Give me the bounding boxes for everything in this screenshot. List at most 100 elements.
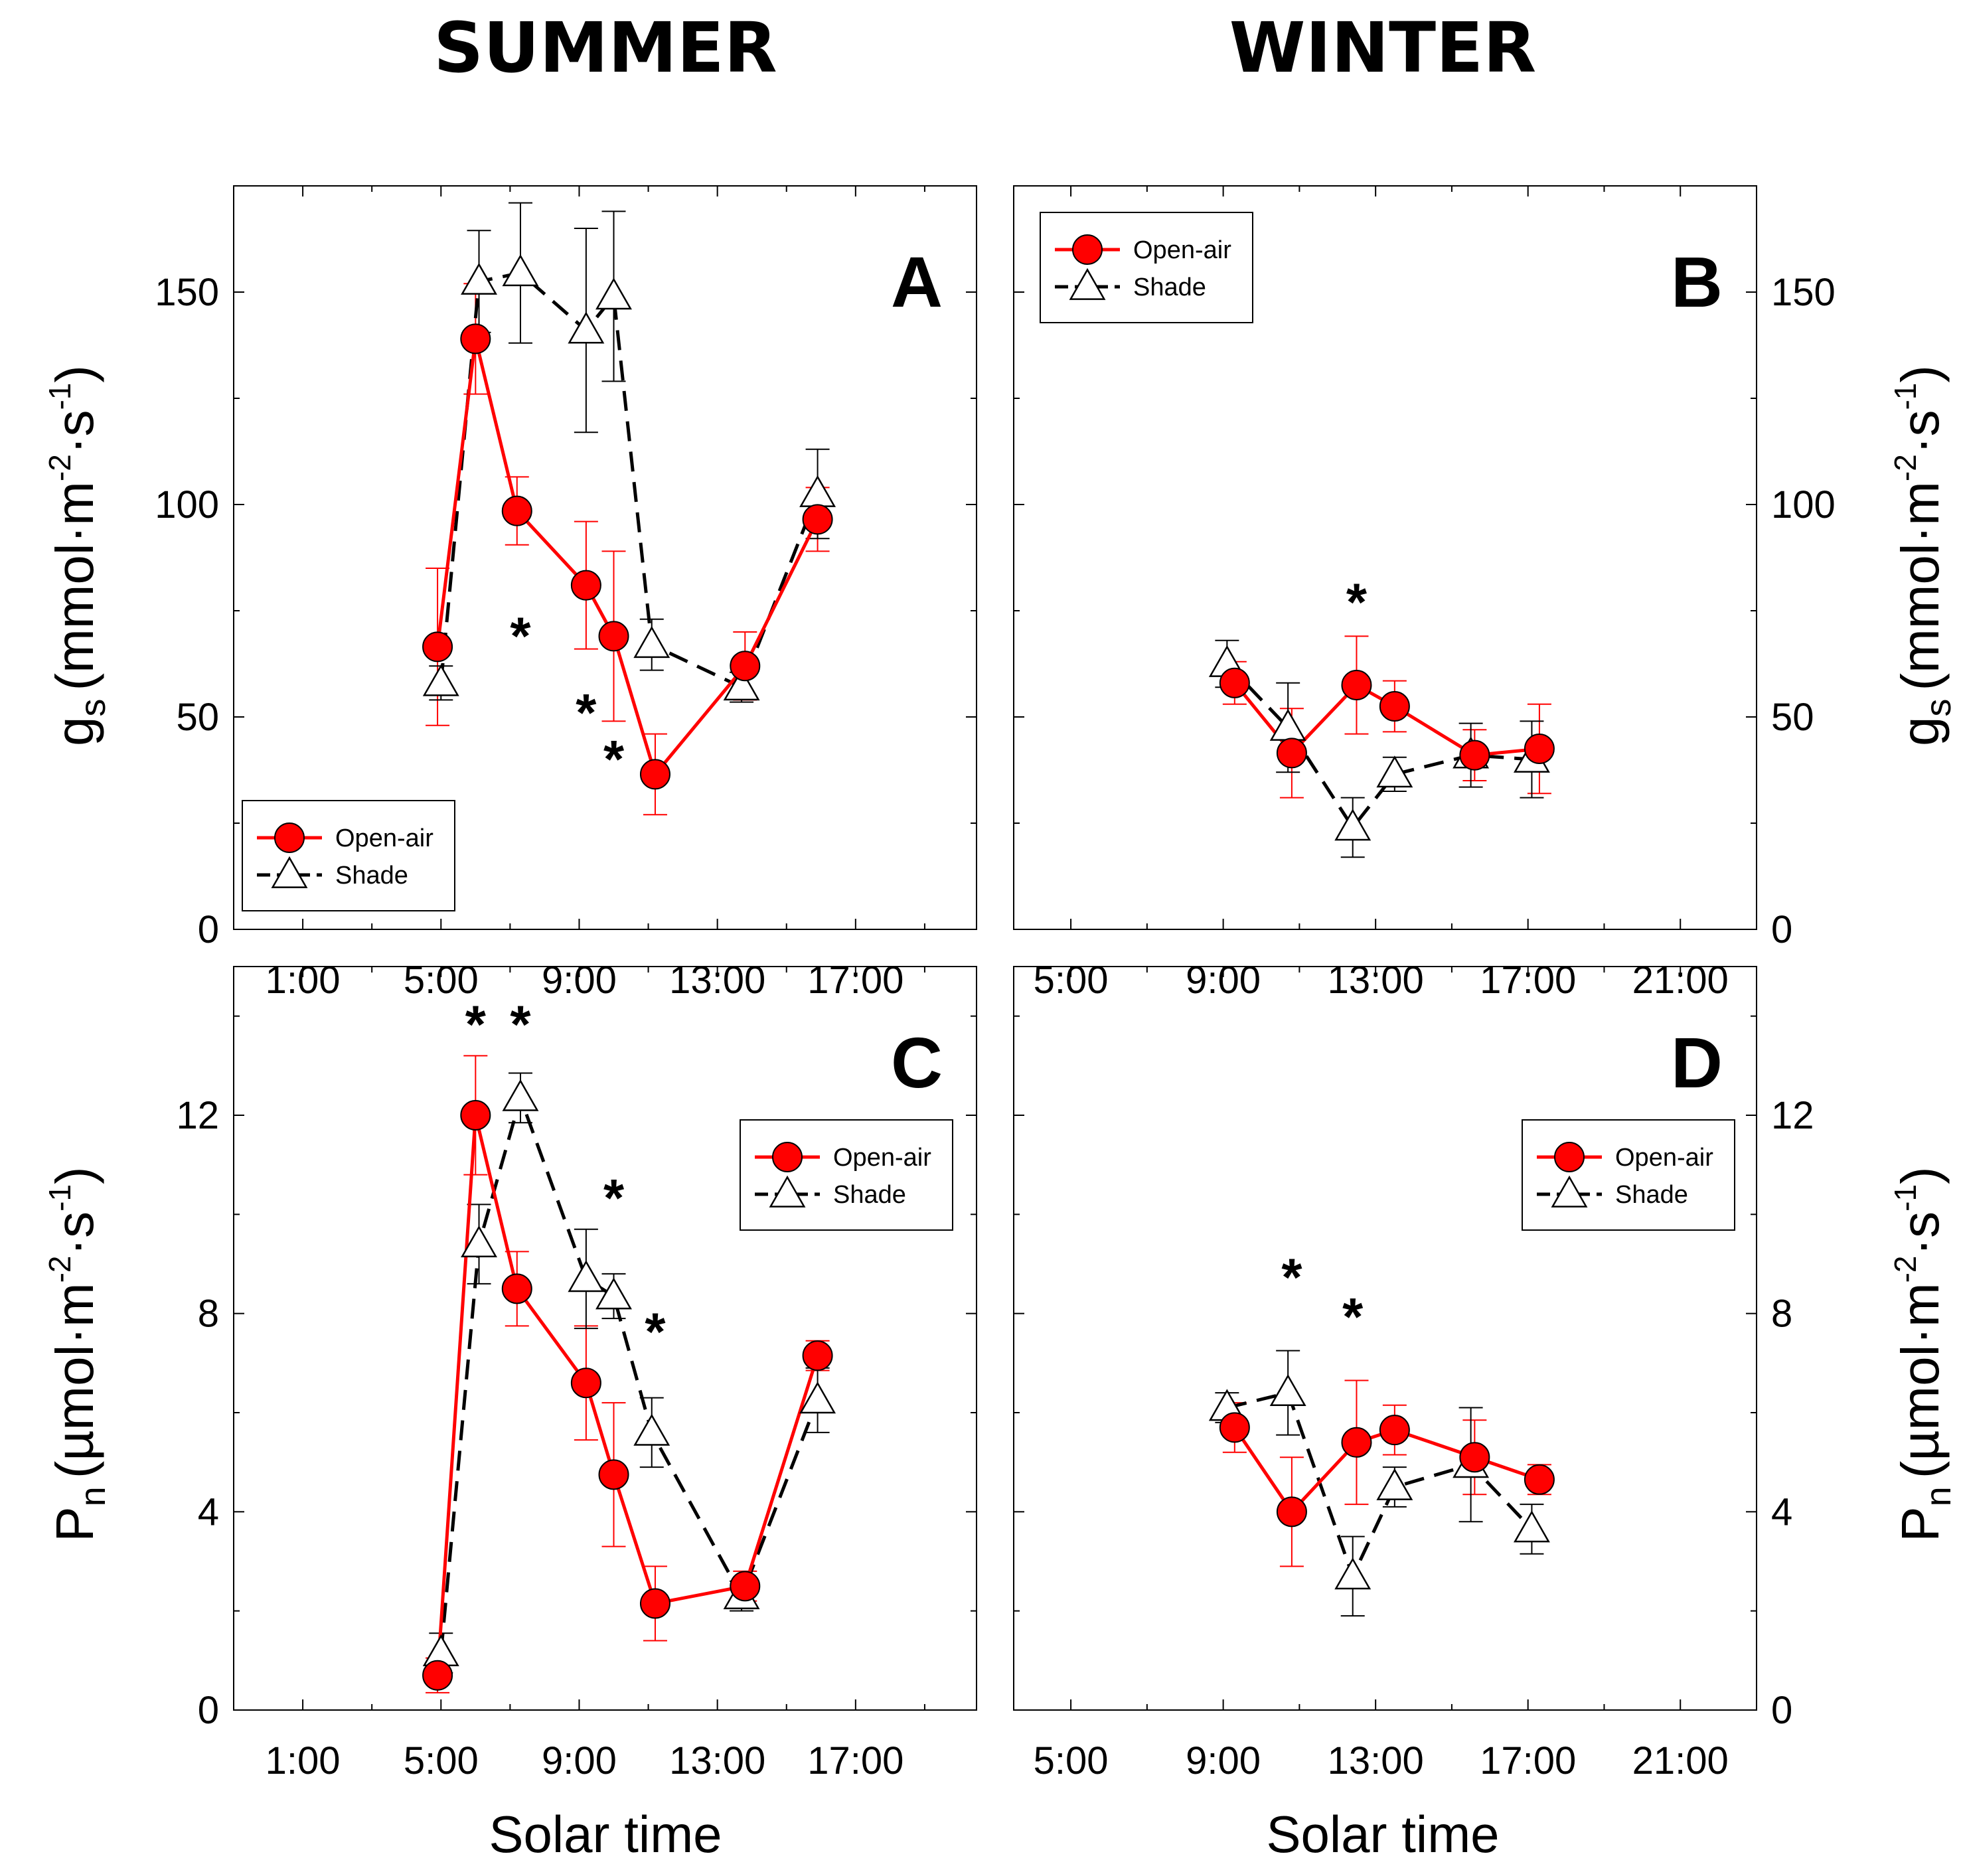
open-air-point (501, 495, 532, 526)
open-air-point (460, 1100, 491, 1131)
ylabel-part: (mmol·m (45, 481, 104, 690)
legend-box (1040, 212, 1253, 323)
legend-shade-label: Shade (1133, 274, 1206, 301)
shade-point (568, 311, 605, 344)
svg-text:gs(mmol·m-2·s-1): gs (mmol·m-2·s-1) (42, 365, 113, 746)
shade-point (1334, 1557, 1372, 1590)
x-tick-label: 13:00 (1328, 1739, 1424, 1782)
panel-letter: B (1671, 242, 1723, 322)
open-air-point (460, 323, 491, 354)
significance-star: * (1281, 1247, 1302, 1306)
x-tick-label: 13:00 (669, 959, 765, 1002)
x-tick-label: 1:00 (266, 1739, 341, 1782)
y-tick-label: 150 (1771, 271, 1836, 314)
legend-shade-label: Shade (335, 862, 408, 890)
ylabel-part: -1 (42, 1184, 77, 1212)
panel-frame (233, 185, 977, 930)
ylabel-part: -1 (1888, 383, 1923, 410)
y-tick-label: 0 (1771, 1689, 1792, 1732)
shade-point (1334, 809, 1372, 841)
open-air-point (598, 1459, 629, 1490)
ylabel-part: ·s (1891, 1212, 1950, 1256)
ylabel-part: P (1891, 1506, 1950, 1541)
y-tick-label: 50 (176, 696, 219, 739)
open-air-point (730, 1571, 761, 1602)
legend: Open-air Shade (1522, 1119, 1735, 1231)
open-air-point (570, 570, 601, 601)
ylabel-part: -1 (1888, 1184, 1923, 1212)
shade-point (723, 668, 760, 701)
shade-point (595, 277, 632, 310)
open-air-point (1379, 691, 1410, 722)
legend-box (242, 800, 455, 911)
legend-box (1522, 1119, 1735, 1231)
significance-star: * (645, 1302, 666, 1362)
ylabel-part: (µmol·m (1891, 1283, 1950, 1478)
x-axis-label-left: Solar time (489, 1805, 722, 1863)
panel-d: 5:00 9:00 13:00 17:00 21:00 0 4 8 12 D * * Open-air S… (1013, 966, 1814, 1782)
y-tick-label: 0 (198, 908, 219, 951)
x-tick-label: 5:00 (404, 959, 479, 1002)
open-air-point (1341, 670, 1372, 700)
ylabel-part: ·s (45, 1212, 104, 1256)
open-air-point (501, 1273, 532, 1304)
shade-point (461, 1225, 497, 1258)
legend: Open-air Shade (242, 800, 455, 911)
open-air-series-line (435, 338, 819, 778)
y-tick-label: 4 (198, 1490, 219, 1533)
x-tick-label: 17:00 (1480, 959, 1576, 1002)
significance-star: * (1346, 572, 1368, 631)
panel-letter: A (891, 242, 943, 322)
shade-point (1376, 755, 1413, 788)
winter-title: WINTER (1229, 7, 1537, 88)
ylabel-part: n (73, 1486, 113, 1506)
open-air-point (1276, 738, 1307, 769)
ylabel-part: g (45, 717, 104, 747)
legend: Open-air Shade (1040, 212, 1253, 323)
y-tick-label: 4 (1771, 1490, 1792, 1533)
x-tick-label: 5:00 (404, 1739, 479, 1782)
shade-point (1513, 1510, 1550, 1543)
shade-point (1376, 1468, 1413, 1500)
x-tick-label: 9:00 (1186, 959, 1261, 1002)
shade-point (799, 1381, 836, 1414)
ylabel-part: g (1891, 717, 1950, 747)
significance-star: * (465, 995, 487, 1054)
shade-point (502, 1079, 539, 1111)
ylabel-part: ) (45, 365, 104, 383)
shade-series-line (1226, 1391, 1533, 1581)
panel-letter: D (1671, 1022, 1723, 1103)
panel-b: 5:00 9:00 13:00 17:00 21:00 0 50 100 150 B * Open-a… (1013, 185, 1836, 1002)
open-air-point (1459, 740, 1490, 771)
panel-frame (233, 966, 977, 1711)
significance-star: * (603, 730, 625, 789)
ylabel-part: s (73, 699, 113, 717)
shade-point (502, 254, 539, 287)
legend-open-air-marker (274, 822, 305, 853)
ylabel-part: P (45, 1506, 104, 1541)
x-tick-label: 21:00 (1632, 1739, 1729, 1782)
x-tick-label: 5:00 (1034, 959, 1109, 1002)
significance-star: * (603, 1168, 625, 1227)
open-air-point (1341, 1427, 1372, 1458)
legend-shade-marker (769, 1175, 806, 1208)
legend-open-air-marker (772, 1142, 803, 1172)
x-tick-label: 13:00 (669, 1739, 765, 1782)
shade-point (422, 664, 459, 696)
summer-title: SUMMER (433, 7, 777, 88)
open-air-point (1524, 734, 1555, 764)
open-air-point (639, 1588, 670, 1619)
significance-star: * (510, 995, 531, 1054)
legend-open-air-marker (1072, 234, 1103, 265)
open-air-point (639, 759, 670, 790)
y-tick-label: 12 (176, 1094, 219, 1137)
panel-c: 1:00 5:00 9:00 13:00 17:00 0 4 8 12 C * * * * Open-air… (176, 966, 977, 1782)
significance-star: * (576, 683, 597, 742)
x-tick-label: 13:00 (1328, 959, 1424, 1002)
legend-open-air-label: Open-air (1615, 1144, 1713, 1172)
panel-frame (1013, 966, 1757, 1711)
x-tick-label: 21:00 (1632, 959, 1729, 1002)
ylabel-part: s (1919, 699, 1958, 717)
legend-box (740, 1119, 953, 1231)
